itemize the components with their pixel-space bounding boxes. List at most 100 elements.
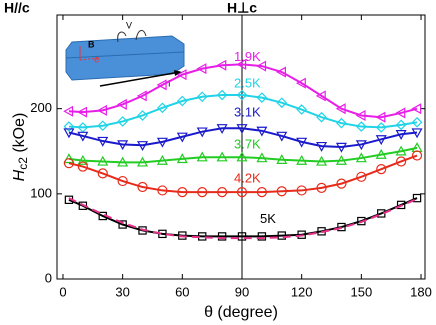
series-label: 1.9K <box>234 49 261 64</box>
data-point <box>375 122 387 133</box>
data-point <box>216 151 228 162</box>
inset-label: B <box>88 39 95 49</box>
data-point <box>77 154 89 165</box>
data-point <box>118 220 127 229</box>
data-point <box>336 178 347 189</box>
data-point <box>97 155 109 166</box>
data-point <box>316 182 327 193</box>
fit-line <box>68 63 418 119</box>
data-point <box>236 58 247 70</box>
data-point <box>137 141 149 152</box>
data-point <box>116 98 127 110</box>
data-point <box>63 128 75 139</box>
data-point <box>236 187 248 198</box>
data-point <box>117 175 128 187</box>
data-point <box>97 168 108 179</box>
data-point <box>277 231 286 240</box>
data-point <box>216 89 228 101</box>
data-point <box>136 90 147 102</box>
data-point <box>395 130 407 140</box>
series-label: 3.1K <box>234 105 261 120</box>
top-label: H⊥c <box>227 0 257 16</box>
data-point <box>256 126 268 137</box>
data-point <box>236 151 248 162</box>
data-point <box>97 120 109 132</box>
data-point <box>176 95 188 107</box>
data-point <box>256 187 267 198</box>
data-point <box>256 92 268 103</box>
data-point <box>217 187 228 198</box>
data-point <box>178 231 187 240</box>
data-point <box>296 185 307 196</box>
data-point <box>335 142 347 153</box>
series-label: 4.2K <box>234 171 261 186</box>
data-point <box>196 91 208 103</box>
data-point <box>315 90 326 102</box>
data-point <box>411 128 423 139</box>
data-point <box>197 187 208 198</box>
data-point <box>77 106 88 118</box>
inset-label: V <box>126 20 132 30</box>
data-point <box>355 140 367 151</box>
series-label: 2.5K <box>234 75 261 90</box>
data-point <box>196 151 208 162</box>
data-point <box>295 77 306 89</box>
data-point <box>137 181 148 193</box>
data-point <box>355 121 367 132</box>
series-label: 3.7K <box>234 137 261 152</box>
data-point <box>335 154 347 165</box>
data-point <box>411 116 423 128</box>
data-point <box>156 154 168 165</box>
data-point <box>297 230 306 239</box>
data-point <box>276 97 288 109</box>
fit-line <box>68 146 418 164</box>
data-point <box>411 142 423 153</box>
data-point <box>117 156 129 167</box>
data-point <box>176 69 187 81</box>
data-point <box>176 132 188 143</box>
x-tick-label: 0 <box>59 284 66 299</box>
x-tick-label: 90 <box>235 284 249 299</box>
data-point <box>336 117 347 129</box>
inset-label: e <box>94 55 100 66</box>
x-tick-label: 60 <box>175 284 189 299</box>
x-tick-label: 150 <box>350 284 372 299</box>
data-point <box>237 232 247 241</box>
data-point <box>396 156 407 167</box>
data-point <box>117 116 128 127</box>
x-tick-label: 30 <box>115 284 129 299</box>
data-point <box>276 66 286 78</box>
data-point <box>137 156 149 167</box>
data-point <box>356 171 367 182</box>
x-tick-label: 180 <box>410 284 432 299</box>
data-point <box>395 119 407 131</box>
data-point <box>117 140 129 151</box>
fit-line <box>68 127 418 149</box>
data-point <box>177 187 188 198</box>
data-point <box>375 148 387 159</box>
data-point <box>296 154 308 165</box>
data-point <box>376 164 387 175</box>
top-label: H//c <box>4 0 30 16</box>
data-point <box>77 131 89 142</box>
data-point <box>375 111 386 123</box>
y-label-part: (kOe) <box>11 113 28 157</box>
plot-frame <box>56 14 426 280</box>
inset-arrowhead <box>174 70 182 76</box>
data-point <box>156 137 168 148</box>
fit-line <box>68 197 418 240</box>
data-point <box>256 152 268 163</box>
inset-label: I <box>168 78 171 88</box>
x-axis-label: θ (degree) <box>204 304 278 321</box>
data-point <box>257 232 267 241</box>
data-point <box>337 222 346 232</box>
inset-edge <box>65 51 185 59</box>
fit-line <box>68 94 418 129</box>
data-point <box>63 121 75 132</box>
data-point <box>157 102 168 114</box>
data-point <box>355 109 366 122</box>
data-point <box>157 185 168 196</box>
data-point <box>396 200 406 210</box>
data-point <box>296 104 308 115</box>
